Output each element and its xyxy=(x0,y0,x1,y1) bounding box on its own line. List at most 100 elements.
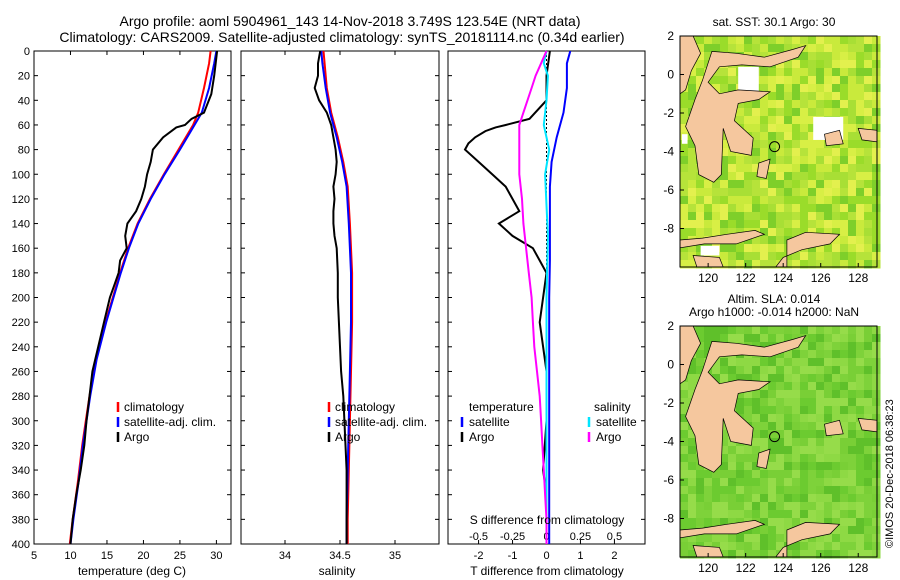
map-cell xyxy=(760,406,769,415)
map-cell xyxy=(856,390,865,399)
map-cell xyxy=(768,172,777,181)
map-cell xyxy=(680,220,689,229)
map-cell xyxy=(832,196,841,205)
map-cell xyxy=(864,398,873,407)
map-cell xyxy=(768,36,777,45)
map-cell xyxy=(752,140,761,149)
map-cell xyxy=(840,116,849,125)
map-cell xyxy=(800,366,809,375)
map-cell xyxy=(768,494,777,503)
map-cell xyxy=(840,478,849,487)
map-cell xyxy=(704,470,713,479)
map-cell xyxy=(856,132,865,141)
map-cell xyxy=(848,462,857,471)
map-cell xyxy=(720,260,729,269)
map-cell xyxy=(792,358,801,367)
map-cell xyxy=(776,406,785,415)
map-cell xyxy=(688,220,697,229)
map-cell xyxy=(776,180,785,189)
map-cell xyxy=(816,422,825,431)
map-cell xyxy=(840,260,849,269)
map-cell xyxy=(752,406,761,415)
map-cell xyxy=(760,260,769,269)
map-cell xyxy=(784,454,793,463)
map-cell xyxy=(800,204,809,213)
map-cell xyxy=(864,486,873,495)
map-cell xyxy=(680,446,689,455)
map-cell xyxy=(704,36,713,45)
map-cell xyxy=(864,502,873,511)
map-cell xyxy=(760,68,769,77)
map-cell xyxy=(784,326,793,335)
map-cell xyxy=(744,252,753,261)
map-cell xyxy=(728,156,737,165)
map-cell xyxy=(776,92,785,101)
map-cell xyxy=(832,414,841,423)
map-cell xyxy=(752,196,761,205)
map-cell xyxy=(816,486,825,495)
map-cell xyxy=(832,510,841,519)
map-cell xyxy=(688,196,697,205)
map-xtick-label: 122 xyxy=(736,271,756,285)
map-cell xyxy=(688,204,697,213)
map-cell xyxy=(776,462,785,471)
map-cell xyxy=(864,100,873,109)
map-cell xyxy=(872,406,881,415)
map-cell xyxy=(832,84,841,93)
xtick-label: 1 xyxy=(577,550,583,562)
map-cell xyxy=(792,212,801,221)
map-cell xyxy=(760,326,769,335)
map-cell xyxy=(720,244,729,253)
map-cell xyxy=(720,180,729,189)
map-cell xyxy=(840,164,849,173)
map-cell xyxy=(744,204,753,213)
map-cell xyxy=(768,196,777,205)
map-cell xyxy=(792,510,801,519)
map-cell xyxy=(696,334,705,343)
map-cell xyxy=(864,228,873,237)
map-cell xyxy=(872,382,881,391)
map-cell xyxy=(720,228,729,237)
xtick-label: 20 xyxy=(137,550,149,562)
map-cell xyxy=(688,374,697,383)
map-cell xyxy=(792,92,801,101)
map-cell xyxy=(840,422,849,431)
map-cell xyxy=(744,486,753,495)
map-cell xyxy=(872,526,881,535)
map-cell xyxy=(832,156,841,165)
map-cell xyxy=(760,366,769,375)
map-cell xyxy=(864,188,873,197)
map-cell xyxy=(784,350,793,359)
map-cell xyxy=(832,550,841,559)
xtick-label: 10 xyxy=(64,550,76,562)
map-cell xyxy=(856,398,865,407)
map-cell xyxy=(784,76,793,85)
map-cell xyxy=(680,430,689,439)
map-cell xyxy=(768,526,777,535)
map-cell xyxy=(872,44,881,53)
map-cell xyxy=(824,382,833,391)
map-cell xyxy=(744,108,753,117)
map-cell xyxy=(744,358,753,367)
map-cell xyxy=(848,148,857,157)
map-cell xyxy=(848,486,857,495)
map-cell xyxy=(872,108,881,117)
map-cell xyxy=(792,374,801,383)
map-cell xyxy=(680,140,689,149)
salinity-xlabel: salinity xyxy=(319,564,356,578)
map-cell xyxy=(864,334,873,343)
map-cell xyxy=(760,334,769,343)
map-cell xyxy=(832,220,841,229)
map-cell xyxy=(792,68,801,77)
map-cell xyxy=(744,260,753,269)
map-cell xyxy=(864,526,873,535)
map-cell xyxy=(712,252,721,261)
legend-s-satellite: satellite xyxy=(596,415,637,429)
map-cell xyxy=(816,196,825,205)
map-cell xyxy=(712,334,721,343)
series-climatology xyxy=(322,50,354,544)
map-xtick-label: 122 xyxy=(736,561,756,575)
map-cell xyxy=(696,36,705,45)
map-cell xyxy=(840,510,849,519)
map-cell xyxy=(776,446,785,455)
